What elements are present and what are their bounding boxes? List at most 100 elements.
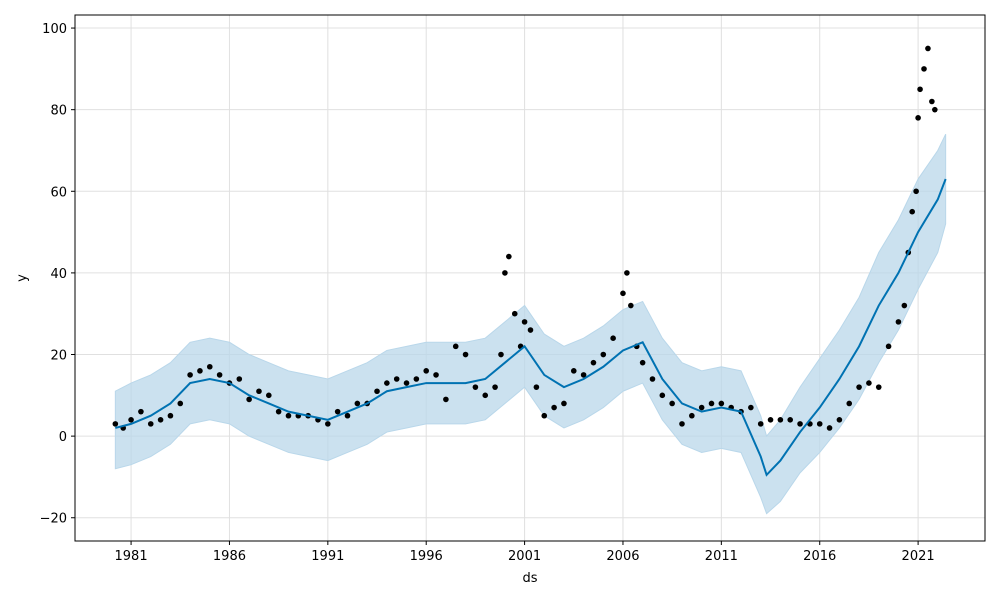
forecast-line [115,178,947,477]
x-tick-label: 2006 [606,549,639,564]
observed-point [913,188,919,195]
observed-point [138,408,144,415]
observed-point [718,400,725,407]
observed-point [649,376,656,382]
observed-point [206,363,213,370]
observed-point [929,98,935,105]
observed-point [826,425,833,431]
observed-point [423,368,430,374]
observed-point [624,270,630,276]
observed-point [433,372,439,378]
observed-point [128,417,134,423]
observed-point [147,421,154,427]
observed-point [506,253,512,260]
y-tick-label: 0 [59,430,67,445]
observed-point [698,404,705,411]
observed-point [452,343,459,350]
observed-point [866,380,872,386]
observed-point [875,384,882,390]
observed-point [472,384,479,390]
observed-point [502,270,508,276]
plot-frame [74,14,986,542]
observed-point [246,396,252,403]
observed-point [767,417,774,423]
observed-point [403,380,410,386]
y-axis-label: y [15,274,30,282]
observed-point [679,421,685,427]
observed-point [610,335,616,341]
observed-point [521,319,528,325]
y-tick-label: 80 [50,104,67,119]
x-tick-label: 1986 [213,549,246,564]
x-tick-label: 2011 [705,549,738,564]
observed-point [511,310,518,317]
observed-point [777,417,784,423]
observed-point [167,412,174,419]
observed-point [895,319,902,325]
observed-point [816,421,823,427]
observed-point [354,400,361,407]
observed-point [216,372,223,378]
observed-point [932,106,938,113]
observed-point [325,421,331,427]
observed-point [600,351,607,358]
observed-point [659,392,666,399]
observed-point [901,302,908,309]
observed-point [921,66,927,72]
observed-point [580,372,587,378]
observed-point [157,417,164,423]
x-tick-label: 1991 [311,549,344,564]
observed-point [187,372,193,378]
observed-point [561,400,567,407]
observed-point [384,380,390,386]
observed-point [374,388,380,395]
observed-point [266,392,272,399]
x-axis-label: ds [522,571,537,586]
observed-point [915,115,921,121]
observed-point [285,412,292,419]
x-tick-label: 2021 [902,549,935,564]
observed-point [462,351,469,358]
observed-point [590,359,597,366]
observed-point [498,351,504,358]
observed-point [551,404,557,411]
observed-point [748,404,754,411]
x-tick-label: 2016 [803,549,836,564]
observed-point [541,412,548,419]
x-tick-label: 2001 [508,549,541,564]
observed-point [628,302,634,309]
y-tick-label: −20 [40,512,67,527]
observed-point [275,408,282,415]
observed-point [797,421,803,427]
observed-point [925,45,931,52]
observed-point [885,343,892,350]
observed-point [669,400,675,407]
observed-point [112,421,119,427]
observed-point [620,290,626,297]
observed-point [527,327,534,333]
observed-point [708,400,715,407]
x-tick-label: 1981 [115,549,148,564]
observed-point [197,368,203,374]
observed-point [856,384,862,390]
observed-point [482,392,489,399]
y-tick-label: 20 [50,349,67,364]
observed-point [570,368,577,374]
observed-point [344,412,351,419]
observed-point [787,417,794,423]
observed-point [836,417,843,423]
observed-point [909,208,915,215]
observed-point [334,408,341,415]
y-tick-label: 40 [50,267,67,282]
observed-point [533,384,540,390]
observed-point [846,400,853,407]
observed-point [393,376,400,382]
observed-point [639,359,646,366]
observed-point [443,396,449,403]
observed-point [413,376,420,382]
observed-point [236,376,243,382]
observed-point [689,412,695,419]
observed-point [757,421,764,427]
observed-point [492,384,498,390]
